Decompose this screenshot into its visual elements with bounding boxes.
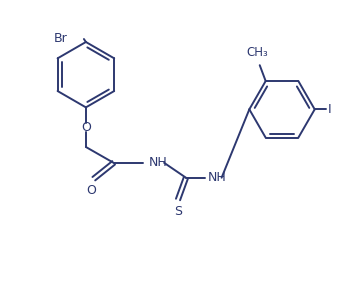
Text: O: O [86,184,96,197]
Text: NH: NH [208,171,227,184]
Text: NH: NH [148,156,167,169]
Text: I: I [328,103,331,116]
Text: O: O [81,121,91,134]
Text: CH₃: CH₃ [247,46,268,59]
Text: Br: Br [53,32,67,45]
Text: S: S [174,206,182,218]
